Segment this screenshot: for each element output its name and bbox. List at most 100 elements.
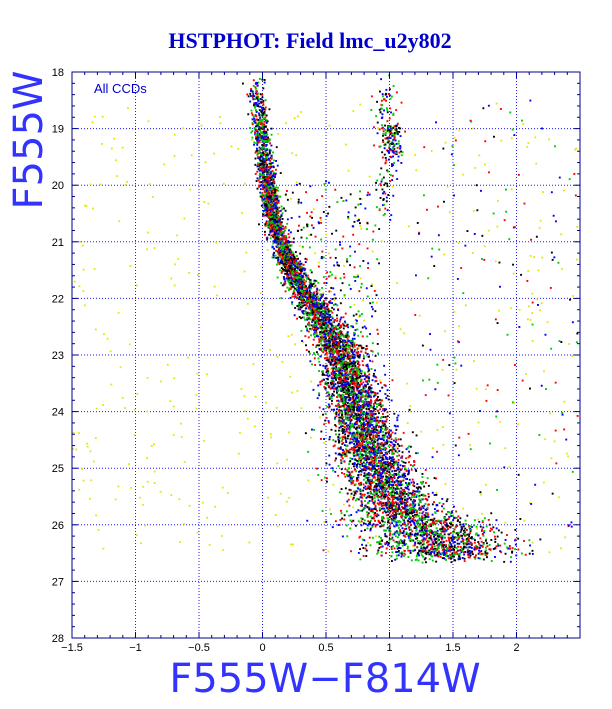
data-point bbox=[384, 533, 387, 535]
data-point bbox=[369, 492, 372, 495]
data-point bbox=[318, 341, 321, 344]
data-point bbox=[313, 336, 316, 338]
data-point bbox=[348, 364, 351, 367]
data-point bbox=[399, 498, 402, 500]
data-point bbox=[396, 496, 399, 499]
data-point bbox=[275, 168, 277, 171]
data-point bbox=[341, 442, 344, 445]
data-point bbox=[289, 284, 292, 287]
data-point bbox=[340, 362, 343, 364]
data-point bbox=[418, 540, 421, 543]
data-point bbox=[334, 377, 337, 379]
data-point bbox=[533, 256, 535, 258]
data-point bbox=[379, 546, 382, 548]
data-point bbox=[379, 381, 382, 384]
data-point bbox=[384, 425, 387, 428]
data-point bbox=[378, 420, 381, 423]
data-point bbox=[388, 505, 391, 508]
data-point bbox=[261, 78, 264, 81]
data-point bbox=[423, 543, 425, 545]
data-point bbox=[481, 512, 484, 515]
data-point bbox=[392, 487, 395, 489]
data-point bbox=[370, 384, 373, 387]
data-point bbox=[323, 327, 326, 330]
data-point bbox=[383, 521, 386, 524]
data-point bbox=[310, 287, 313, 290]
data-point bbox=[290, 254, 293, 257]
data-point bbox=[301, 284, 304, 287]
data-point bbox=[448, 544, 451, 547]
data-point bbox=[448, 546, 451, 549]
data-point bbox=[398, 533, 400, 536]
data-point bbox=[307, 479, 310, 482]
data-point bbox=[290, 280, 293, 282]
data-point bbox=[336, 304, 339, 307]
data-point bbox=[382, 430, 384, 433]
data-point bbox=[358, 400, 361, 403]
data-point bbox=[451, 545, 453, 548]
data-point bbox=[445, 555, 448, 557]
data-point bbox=[311, 320, 314, 322]
data-point bbox=[335, 415, 338, 418]
data-point bbox=[216, 294, 218, 297]
data-point bbox=[376, 392, 379, 395]
data-point bbox=[330, 315, 333, 318]
data-point bbox=[280, 271, 283, 274]
data-point bbox=[257, 92, 260, 95]
data-point bbox=[290, 250, 293, 253]
data-point bbox=[265, 114, 268, 117]
data-point bbox=[266, 249, 269, 251]
data-point bbox=[370, 485, 372, 488]
data-point bbox=[317, 318, 319, 321]
data-point bbox=[347, 431, 350, 434]
data-point bbox=[289, 296, 292, 299]
data-point bbox=[371, 250, 374, 253]
data-point bbox=[399, 468, 402, 471]
data-point bbox=[265, 190, 268, 192]
data-point bbox=[489, 548, 492, 551]
data-point bbox=[350, 403, 353, 406]
data-point bbox=[480, 530, 483, 533]
data-point bbox=[173, 155, 176, 157]
data-point bbox=[326, 329, 329, 332]
data-point bbox=[340, 349, 343, 352]
data-point bbox=[504, 539, 507, 541]
data-point bbox=[342, 398, 345, 401]
data-point bbox=[369, 490, 372, 493]
data-point bbox=[362, 554, 365, 557]
data-point bbox=[529, 255, 532, 257]
data-point bbox=[398, 483, 401, 486]
data-point bbox=[273, 213, 276, 215]
data-point bbox=[433, 530, 436, 533]
data-point bbox=[525, 373, 527, 375]
data-point bbox=[410, 528, 412, 531]
data-point bbox=[282, 238, 285, 241]
data-point bbox=[391, 476, 393, 479]
data-point bbox=[391, 533, 394, 536]
data-point bbox=[357, 552, 360, 554]
data-point bbox=[350, 415, 352, 418]
data-point bbox=[208, 543, 211, 546]
data-point bbox=[290, 543, 293, 546]
data-point bbox=[445, 539, 448, 542]
data-point bbox=[317, 261, 320, 264]
data-point bbox=[301, 316, 304, 319]
data-point bbox=[391, 498, 394, 501]
data-point bbox=[169, 400, 172, 402]
data-point bbox=[268, 165, 271, 168]
data-point bbox=[262, 87, 265, 90]
data-point bbox=[269, 349, 272, 351]
data-point bbox=[401, 473, 404, 476]
data-point bbox=[342, 367, 345, 370]
data-point bbox=[397, 521, 400, 524]
data-point bbox=[395, 541, 398, 543]
data-point bbox=[385, 463, 388, 466]
data-point bbox=[287, 335, 290, 338]
data-point bbox=[304, 335, 307, 338]
data-point bbox=[392, 519, 395, 522]
data-point bbox=[321, 332, 324, 335]
data-point bbox=[288, 257, 290, 260]
data-point bbox=[364, 452, 367, 455]
data-point bbox=[376, 462, 378, 465]
data-point bbox=[398, 540, 401, 543]
